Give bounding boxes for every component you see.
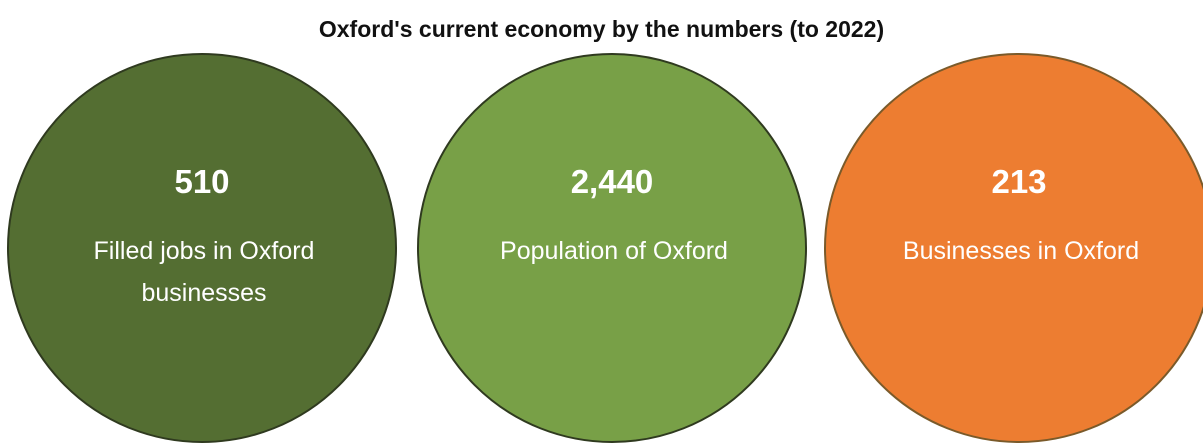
stat-value: 510 [174, 163, 230, 200]
stat-circle-filled-jobs: 510 Filled jobs in Oxford businesses [7, 53, 397, 443]
stat-value: 2,440 [570, 163, 654, 200]
stat-value: 213 [991, 163, 1047, 200]
stat-circle-population: 2,440 Population of Oxford [417, 53, 807, 443]
stat-label: Businesses in Oxford [902, 237, 1140, 265]
stat-circle-businesses: 213 Businesses in Oxford [824, 53, 1203, 443]
stat-label: Filled jobs in Oxford businesses [93, 237, 315, 307]
stat-label: Population of Oxford [500, 237, 728, 265]
page-title: Oxford's current economy by the numbers … [318, 16, 885, 42]
